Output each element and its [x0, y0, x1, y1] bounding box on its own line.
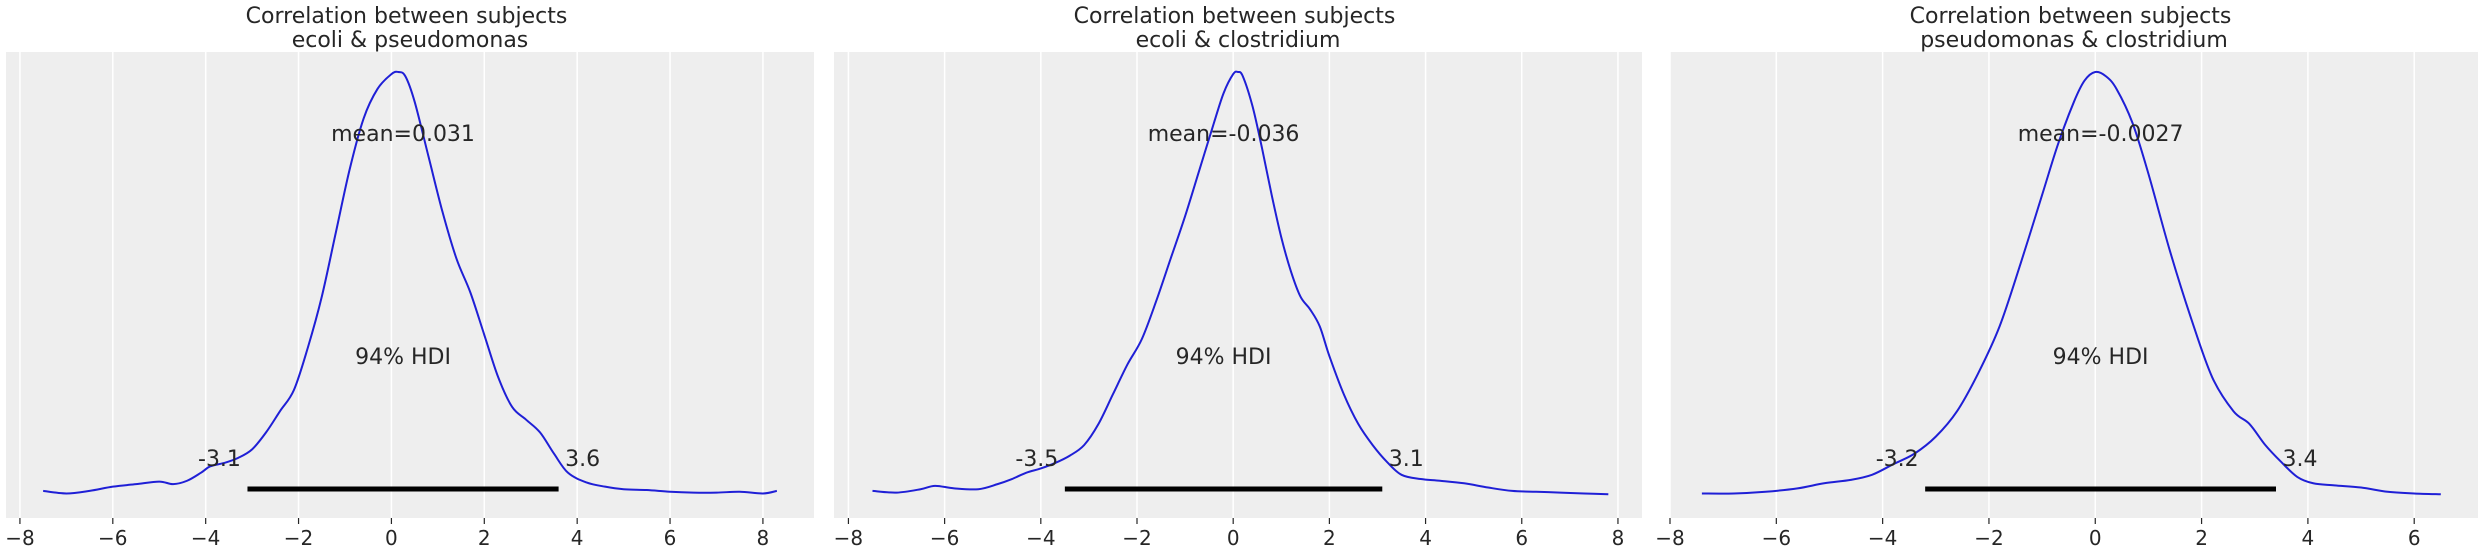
hdi-low-label: -3.5	[1015, 447, 1058, 472]
panel-title-line-1: Correlation between subjects	[1910, 4, 2232, 29]
gridlines	[1669, 52, 2415, 518]
panel-title: Correlation between subjects ecoli & pse…	[246, 4, 575, 53]
hdi-label: 94% HDI	[1176, 345, 1272, 370]
hdi-label: 94% HDI	[2053, 345, 2149, 370]
x-tick-label: 0	[385, 526, 398, 550]
x-tick-label: 6	[664, 526, 677, 550]
hdi-high-label: 3.4	[2283, 447, 2318, 472]
x-tick-label: 2	[478, 526, 491, 550]
x-axis-ticks: −8 −6 −4 −2 0 2 4 6 8	[5, 518, 769, 550]
x-tick-label: −4	[191, 526, 220, 550]
x-tick-label: 4	[2302, 526, 2315, 550]
x-tick-label: −4	[1868, 526, 1897, 550]
panel-title-line-2: ecoli & clostridium	[1136, 28, 1341, 53]
x-tick-label: 2	[2195, 526, 2208, 550]
x-tick-label: 2	[1323, 526, 1336, 550]
mean-label: mean=-0.036	[1148, 122, 1300, 147]
x-tick-label: −2	[1974, 526, 2003, 550]
panel-title-line-2: ecoli & pseudomonas	[292, 28, 529, 53]
density-curve	[1701, 70, 2441, 496]
plot-area	[6, 52, 814, 518]
x-tick-label: −6	[930, 526, 959, 550]
x-tick-label: −6	[1762, 526, 1791, 550]
x-tick-label: −8	[834, 526, 863, 550]
panel-pseudomonas-clostridium: Correlation between subjects pseudomonas…	[1655, 4, 2478, 550]
x-tick-label: −2	[284, 526, 313, 550]
panel-title-line-2: pseudomonas & clostridium	[1920, 28, 2228, 53]
panel-title: Correlation between subjects pseudomonas…	[1910, 4, 2239, 53]
x-tick-label: 8	[1612, 526, 1625, 550]
density-curve	[872, 70, 1609, 496]
x-tick-label: −6	[98, 526, 127, 550]
x-tick-label: −2	[1122, 526, 1151, 550]
gridlines	[19, 52, 764, 518]
x-tick-label: 6	[2408, 526, 2421, 550]
x-axis-ticks: −8 −6 −4 −2 0 2 4 6 8	[834, 518, 1625, 550]
x-tick-label: 6	[1515, 526, 1528, 550]
x-tick-label: −8	[5, 526, 34, 550]
x-axis-ticks: −8 −6 −4 −2 0 2 4 6	[1655, 518, 2421, 550]
panel-title: Correlation between subjects ecoli & clo…	[1074, 4, 1403, 53]
panel-ecoli-clostridium: Correlation between subjects ecoli & clo…	[834, 4, 1642, 550]
plot-area	[1670, 52, 2478, 518]
x-tick-label: 0	[1227, 526, 1240, 550]
x-tick-label: 4	[571, 526, 584, 550]
panel-title-line-1: Correlation between subjects	[1074, 4, 1396, 29]
gridlines	[847, 52, 1619, 518]
mean-label: mean=-0.0027	[2018, 122, 2184, 147]
plot-area	[834, 52, 1642, 518]
hdi-low-label: -3.1	[198, 447, 241, 472]
hdi-high-label: 3.1	[1389, 447, 1424, 472]
x-tick-label: 0	[2089, 526, 2102, 550]
panel-ecoli-pseudomonas: Correlation between subjects ecoli & pse…	[5, 4, 814, 550]
x-tick-label: −8	[1655, 526, 1684, 550]
x-tick-label: −4	[1026, 526, 1055, 550]
hdi-label: 94% HDI	[355, 345, 451, 370]
x-tick-label: 4	[1419, 526, 1432, 550]
density-curve	[43, 70, 778, 495]
hdi-high-label: 3.6	[565, 447, 600, 472]
mean-label: mean=0.031	[331, 122, 475, 147]
x-tick-label: 8	[757, 526, 770, 550]
hdi-low-label: -3.2	[1876, 447, 1919, 472]
panel-title-line-1: Correlation between subjects	[246, 4, 568, 29]
